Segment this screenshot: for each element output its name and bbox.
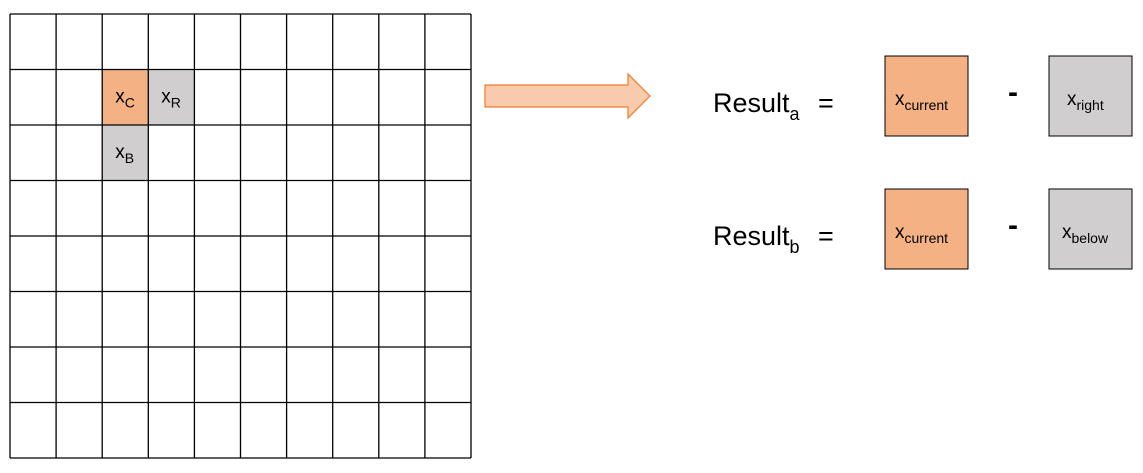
x-current-label-b: xcurrent [895, 222, 948, 246]
pixel-grid: xC xR xB [9, 13, 472, 459]
minus-sign-a: - [1008, 76, 1018, 109]
equation-b: Resultb = xcurrent - xbelow [713, 188, 1133, 270]
x-below-box [1048, 188, 1133, 270]
x-current-box-b [884, 188, 969, 270]
x-below-label: xbelow [1062, 222, 1109, 246]
x-right-box [1048, 55, 1133, 137]
equals-sign-a: = [818, 88, 834, 118]
result-b-label: Resultb [713, 221, 800, 257]
grid-cell-neighbor-b [102, 125, 149, 181]
result-a-label: Resulta [713, 88, 801, 124]
minus-sign-b: - [1008, 209, 1018, 242]
grid-cell-label-b: xB [115, 142, 134, 166]
grid-cell-current-c [102, 69, 149, 125]
equation-a: Resulta = xcurrent - xright [713, 55, 1133, 137]
x-current-box-a [884, 55, 969, 137]
grid-cell-label-r: xR [161, 87, 181, 111]
grid-cell-label-c: xC [115, 87, 135, 111]
x-right-label: xright [1067, 89, 1104, 113]
grid-cell-neighbor-r [148, 69, 195, 125]
right-arrow-icon [484, 72, 651, 120]
equals-sign-b: = [818, 221, 834, 251]
x-current-label-a: xcurrent [895, 89, 948, 113]
